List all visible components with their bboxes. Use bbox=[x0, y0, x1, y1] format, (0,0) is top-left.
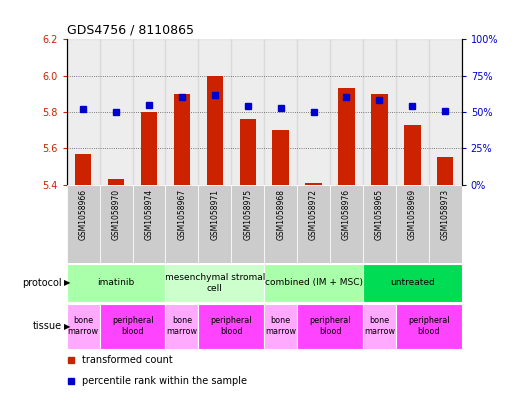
Bar bbox=[272, 130, 289, 185]
Bar bbox=[165, 39, 199, 185]
Text: mesenchymal stromal
cell: mesenchymal stromal cell bbox=[165, 273, 265, 293]
Text: imatinib: imatinib bbox=[97, 279, 135, 287]
Bar bbox=[108, 179, 124, 185]
Bar bbox=[231, 39, 264, 185]
Bar bbox=[371, 94, 388, 185]
Bar bbox=[396, 303, 462, 349]
Bar bbox=[100, 39, 132, 185]
Text: GDS4756 / 8110865: GDS4756 / 8110865 bbox=[67, 24, 194, 37]
Text: GSM1058976: GSM1058976 bbox=[342, 189, 351, 240]
Bar bbox=[363, 303, 396, 349]
Bar bbox=[404, 125, 421, 185]
Text: GSM1058972: GSM1058972 bbox=[309, 189, 318, 240]
Text: percentile rank within the sample: percentile rank within the sample bbox=[83, 376, 247, 386]
Text: GSM1058968: GSM1058968 bbox=[276, 189, 285, 240]
Text: transformed count: transformed count bbox=[83, 354, 173, 365]
Bar bbox=[132, 39, 165, 185]
Text: GSM1058965: GSM1058965 bbox=[375, 189, 384, 240]
Text: ▶: ▶ bbox=[64, 279, 71, 287]
Bar bbox=[305, 183, 322, 185]
Text: GSM1058975: GSM1058975 bbox=[243, 189, 252, 240]
Bar bbox=[297, 39, 330, 185]
Bar bbox=[437, 158, 453, 185]
Text: ▶: ▶ bbox=[64, 322, 71, 331]
Text: GSM1058967: GSM1058967 bbox=[177, 189, 186, 240]
Text: GSM1058970: GSM1058970 bbox=[111, 189, 121, 240]
Bar bbox=[363, 39, 396, 185]
Text: protocol: protocol bbox=[22, 278, 62, 288]
Bar bbox=[199, 303, 264, 349]
Bar bbox=[165, 185, 199, 263]
Bar bbox=[429, 39, 462, 185]
Bar bbox=[132, 185, 165, 263]
Bar bbox=[75, 154, 91, 185]
Bar bbox=[330, 185, 363, 263]
Text: GSM1058974: GSM1058974 bbox=[145, 189, 153, 240]
Bar bbox=[67, 303, 100, 349]
Text: peripheral
blood: peripheral blood bbox=[408, 316, 449, 336]
Text: peripheral
blood: peripheral blood bbox=[210, 316, 252, 336]
Bar bbox=[264, 185, 297, 263]
Text: tissue: tissue bbox=[32, 321, 62, 331]
Bar bbox=[338, 88, 354, 185]
Text: bone
marrow: bone marrow bbox=[364, 316, 395, 336]
Text: GSM1058973: GSM1058973 bbox=[441, 189, 450, 240]
Bar bbox=[141, 112, 157, 185]
Bar bbox=[264, 303, 297, 349]
Bar bbox=[396, 39, 429, 185]
Text: untreated: untreated bbox=[390, 279, 435, 287]
Bar bbox=[297, 185, 330, 263]
Bar bbox=[330, 39, 363, 185]
Bar bbox=[174, 94, 190, 185]
Bar bbox=[429, 185, 462, 263]
Text: GSM1058966: GSM1058966 bbox=[78, 189, 88, 240]
Bar bbox=[67, 185, 100, 263]
Bar bbox=[199, 39, 231, 185]
Bar bbox=[363, 185, 396, 263]
Bar bbox=[264, 39, 297, 185]
Bar bbox=[297, 303, 363, 349]
Bar bbox=[100, 303, 165, 349]
Text: combined (IM + MSC): combined (IM + MSC) bbox=[265, 279, 363, 287]
Text: GSM1058971: GSM1058971 bbox=[210, 189, 220, 240]
Bar bbox=[165, 264, 264, 302]
Bar bbox=[199, 185, 231, 263]
Bar bbox=[240, 119, 256, 185]
Bar bbox=[100, 185, 132, 263]
Bar bbox=[67, 39, 100, 185]
Bar bbox=[363, 264, 462, 302]
Bar bbox=[396, 185, 429, 263]
Bar bbox=[165, 303, 199, 349]
Bar bbox=[207, 75, 223, 185]
Bar bbox=[264, 264, 363, 302]
Text: bone
marrow: bone marrow bbox=[68, 316, 98, 336]
Text: bone
marrow: bone marrow bbox=[166, 316, 198, 336]
Bar bbox=[231, 185, 264, 263]
Text: peripheral
blood: peripheral blood bbox=[112, 316, 153, 336]
Bar bbox=[67, 264, 165, 302]
Text: bone
marrow: bone marrow bbox=[265, 316, 296, 336]
Text: peripheral
blood: peripheral blood bbox=[309, 316, 351, 336]
Text: GSM1058969: GSM1058969 bbox=[408, 189, 417, 240]
